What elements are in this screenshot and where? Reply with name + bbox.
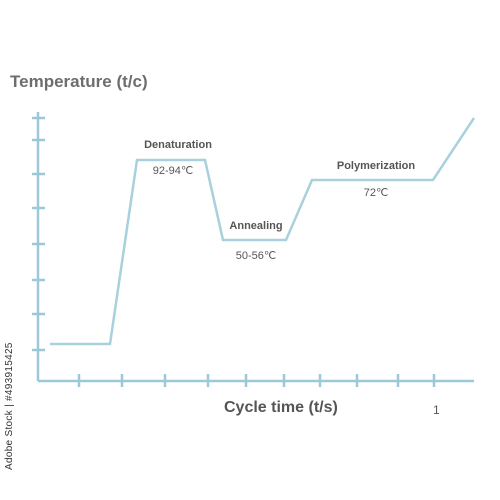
stage-polymerization-temperature: 72℃ [363, 187, 389, 199]
x-axis-ticks [77, 374, 436, 387]
x-tick-label: 1 [433, 403, 440, 417]
y-axis-ticks [32, 116, 45, 352]
stage-denaturation-temperature: 92-94℃ [152, 165, 194, 177]
stage-denaturation-label: Denaturation [144, 139, 212, 151]
stage-polymerization-label: Polymerization [336, 160, 416, 172]
stage-annealing-temperature: 50-56℃ [235, 250, 277, 262]
y-axis-label: Temperature (t/c) [10, 72, 148, 91]
x-axis-label: Cycle time (t/s) [224, 399, 338, 416]
temperature-profile-line [50, 117, 476, 346]
side-credit-text: Adobe Stock | #493915425 [4, 342, 15, 470]
stage-annealing-label: Annealing [229, 220, 283, 232]
axes [36, 112, 474, 383]
